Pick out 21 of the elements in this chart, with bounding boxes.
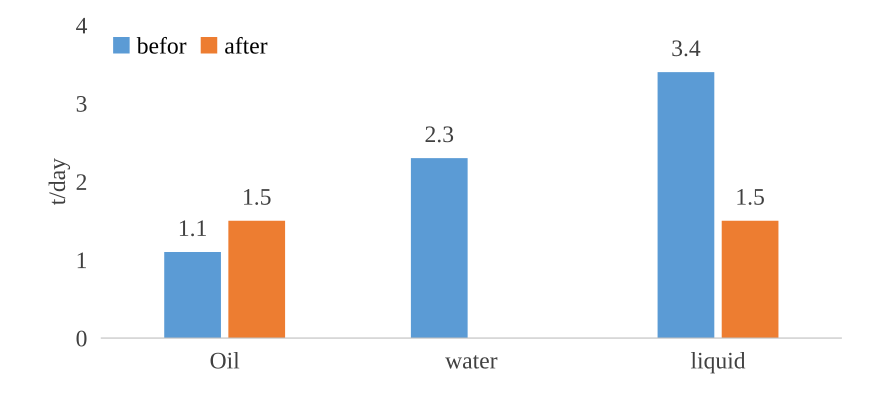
y-tick-label: 3 [76,96,87,112]
y-tick-label: 2 [76,174,86,190]
legend-label: befor [136,36,186,54]
data-label: 1.5 [244,189,271,205]
data-label: 1.5 [737,189,764,205]
bar [722,220,778,338]
y-tick-label: 1 [78,252,86,268]
data-label: 2.3 [426,126,454,142]
bar [410,158,468,338]
x-tick-label: liquid [690,352,746,374]
x-tick-label: water [445,355,498,369]
bar [658,72,714,338]
y-axis-title: t/day [48,158,70,206]
data-label: 3.4 [672,40,700,56]
y-tick-label: 0 [76,330,87,347]
data-label: 1.1 [180,220,206,236]
y-tick-label: 4 [76,18,88,34]
bar [228,220,286,338]
bar [164,252,221,338]
legend-label: after [225,36,268,54]
x-tick-label: Oil [210,352,240,369]
